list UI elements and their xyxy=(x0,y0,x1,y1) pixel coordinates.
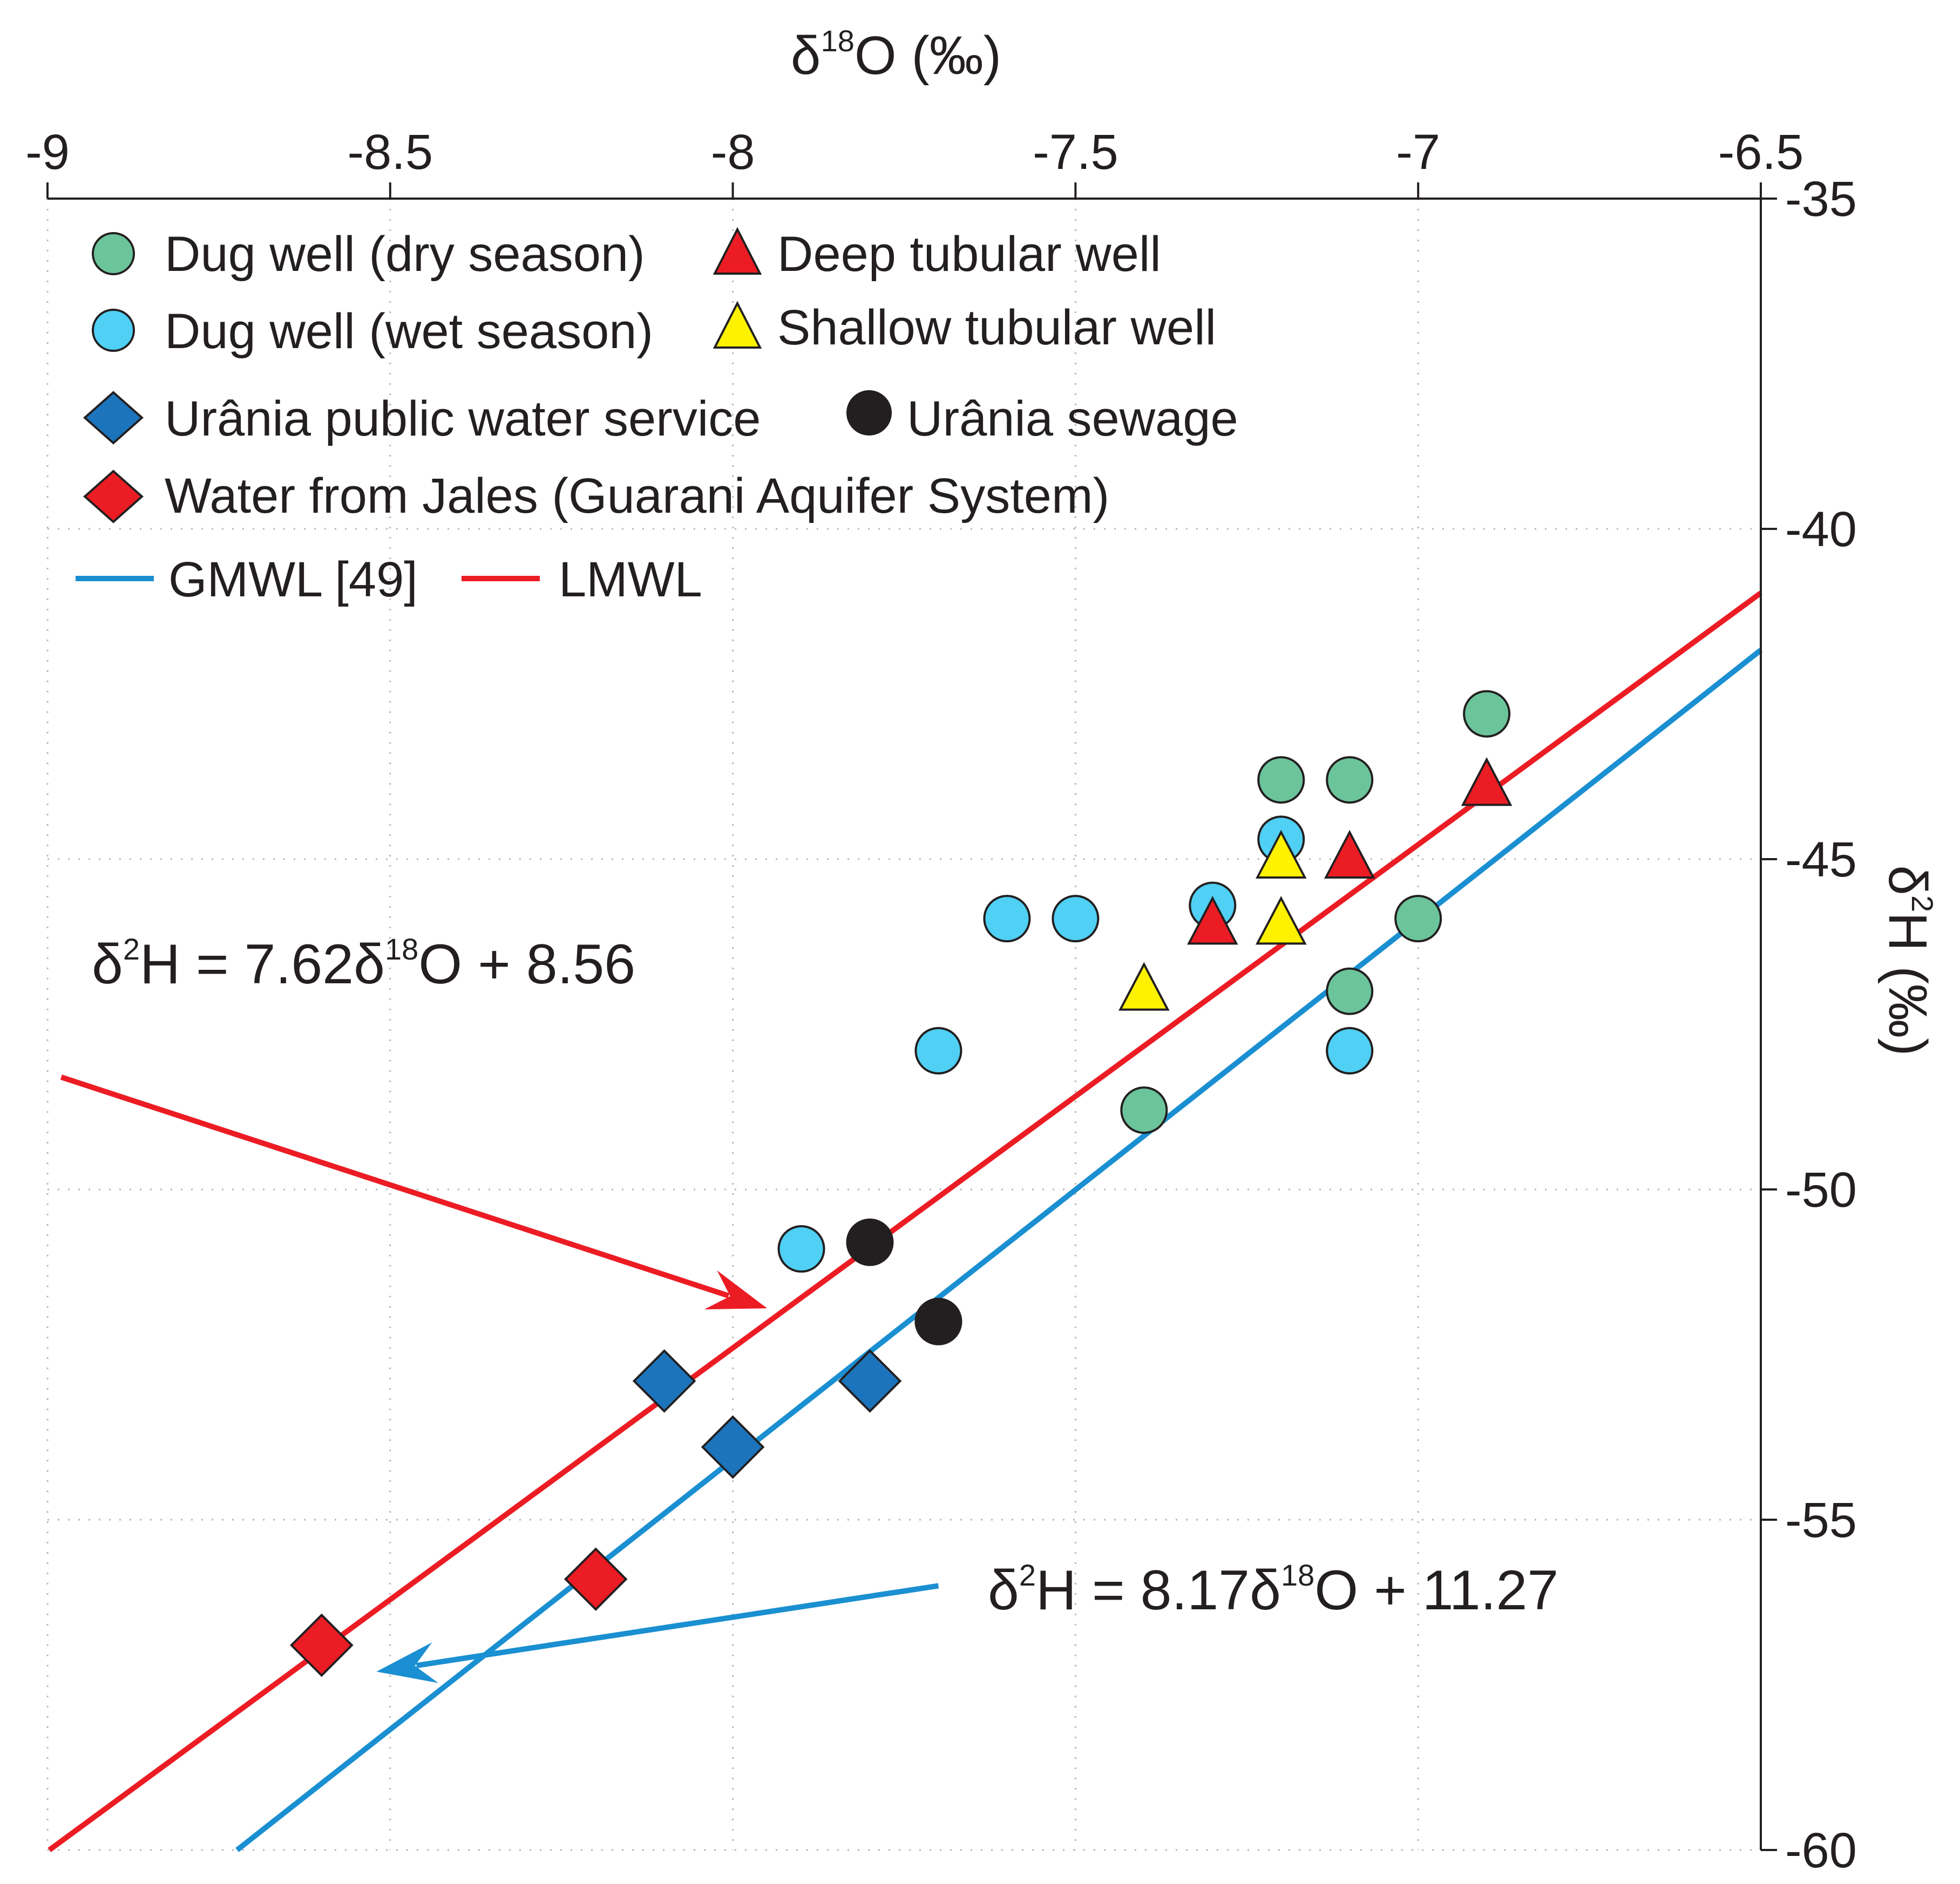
legend-marker-deep xyxy=(713,227,762,275)
legend-label-lmwl: LMWL xyxy=(559,552,702,607)
x-tick-label: -7.5 xyxy=(1033,125,1118,180)
y-ticks: -35 -40 -45 -50 -55 -60 xyxy=(1761,172,1857,1878)
legend-label-public: Urânia public water service xyxy=(165,391,761,446)
shallow-tubular-well-point xyxy=(1255,829,1307,879)
dug-well-wet-season-point xyxy=(1326,1026,1374,1074)
dug-well-wet-season-point xyxy=(1052,895,1100,943)
x-tick-label: -7 xyxy=(1396,125,1440,180)
dug-well-dry-season-point xyxy=(1326,967,1374,1015)
dug-well-wet-season-point xyxy=(914,1026,962,1074)
x-tick-label: -6.5 xyxy=(1718,125,1804,180)
urania-sewage-point xyxy=(914,1297,962,1345)
legend-marker-dug-dry xyxy=(92,232,135,275)
gmwl_eq-arrow-head xyxy=(376,1642,438,1683)
dug-well-wet-season-point xyxy=(777,1225,825,1273)
legend-label-dug-dry: Dug well (dry season) xyxy=(165,227,645,282)
gmwl-line xyxy=(235,648,1763,1852)
legend-marker-public xyxy=(83,391,144,445)
y-tick-label: -45 xyxy=(1785,832,1857,887)
urania-public-water-service-point xyxy=(701,1415,765,1479)
water-lines xyxy=(48,590,1763,1853)
urania-sewage-point xyxy=(846,1218,894,1266)
dug-well-dry-season-point xyxy=(1394,895,1442,943)
water-from-jales-guarani-aquifer-system-point xyxy=(564,1547,628,1611)
equation-arrows xyxy=(60,1074,939,1683)
dug-well-dry-season-point xyxy=(1120,1086,1168,1134)
legend: Dug well (dry season) Deep tubular well … xyxy=(76,227,1238,607)
legend-label-sewage: Urânia sewage xyxy=(907,391,1238,446)
legend-label-deep: Deep tubular well xyxy=(777,227,1161,282)
x-tick-label: -8 xyxy=(711,125,755,180)
urania-public-water-service-point xyxy=(632,1349,696,1413)
shallow-tubular-well-point xyxy=(1255,896,1307,945)
y-tick-label: -50 xyxy=(1785,1162,1857,1218)
gmwl_eq-arrow-shaft xyxy=(416,1583,939,1669)
legend-label-dug-wet: Dug well (wet season) xyxy=(165,304,653,359)
deep-tubular-well-point xyxy=(1461,757,1513,806)
lmwl_eq-arrow-shaft xyxy=(60,1074,730,1298)
gmwl-equation: δ2H = 8.17δ18O + 11.27 xyxy=(988,1558,1558,1622)
dug-well-dry-season-point xyxy=(1257,756,1305,804)
y-axis-title: δ2H (‰) xyxy=(1877,865,1939,1056)
legend-marker-shallow xyxy=(713,301,762,349)
y-tick-label: -55 xyxy=(1785,1493,1857,1548)
legend-label-jales: Water from Jales (Guarani Aquifer System… xyxy=(165,468,1109,523)
urania-public-water-service-point xyxy=(838,1349,902,1413)
deep-tubular-well-point xyxy=(1187,896,1238,945)
axes: -9 -8.5 -8 -7.5 -7 -6.5 -35 -40 -45 -50 -55 -60 xyxy=(25,125,1857,1878)
legend-label-shallow: Shallow tubular well xyxy=(777,300,1216,355)
water-from-jales-guarani-aquifer-system-point xyxy=(290,1613,354,1677)
legend-label-gmwl: GMWL [49] xyxy=(168,552,418,607)
y-tick-label: -60 xyxy=(1785,1823,1857,1878)
dug-well-wet-season-point xyxy=(983,895,1031,943)
legend-marker-jales xyxy=(83,470,144,523)
lmwl-line xyxy=(48,590,1762,1853)
data-points xyxy=(290,690,1513,1677)
lmwl_eq-arrow-head xyxy=(704,1270,768,1310)
legend-marker-sewage xyxy=(846,390,892,436)
x-tick-label: -8.5 xyxy=(348,125,433,180)
deep-tubular-well-point xyxy=(1324,829,1375,879)
shallow-tubular-well-point xyxy=(1118,962,1170,1011)
dug-well-dry-season-point xyxy=(1326,756,1374,804)
dug-well-dry-season-point xyxy=(1463,690,1511,738)
x-tick-label: -9 xyxy=(25,125,70,180)
y-tick-label: -35 xyxy=(1785,172,1857,227)
x-ticks: -9 -8.5 -8 -7.5 -7 -6.5 xyxy=(25,125,1803,199)
lmwl-equation: δ2H = 7.62δ18O + 8.56 xyxy=(92,932,635,996)
legend-marker-dug-wet xyxy=(92,309,135,352)
y-tick-label: -40 xyxy=(1785,502,1857,557)
x-axis-title: δ18O (‰) xyxy=(791,24,1001,86)
